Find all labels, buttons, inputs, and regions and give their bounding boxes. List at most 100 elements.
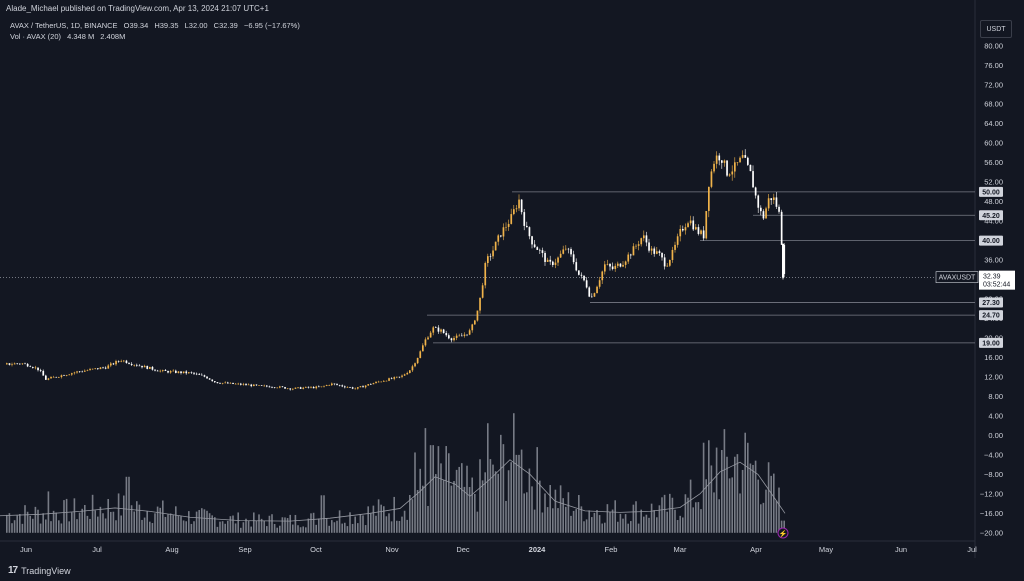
volume-bar xyxy=(409,494,411,533)
volume-bar xyxy=(203,509,206,533)
volume-bar xyxy=(263,520,265,533)
volume-bar xyxy=(71,512,73,533)
volume-bar xyxy=(611,509,614,533)
candle-body xyxy=(195,373,198,375)
candle-body xyxy=(112,363,115,365)
volume-bar xyxy=(385,516,388,533)
volume-bar xyxy=(752,464,754,533)
candle-body xyxy=(715,155,718,164)
candle-body xyxy=(721,160,723,163)
candle-body xyxy=(136,364,138,366)
y-tick-label: 12.00 xyxy=(984,372,1003,381)
volume-bar xyxy=(76,519,78,533)
volume-bar xyxy=(180,516,182,533)
level-tag-label: 19.00 xyxy=(982,340,1000,347)
volume-bar xyxy=(349,512,351,533)
candle-body xyxy=(692,220,695,230)
symbol-legend: AVAX / TetherUS, 1D, BINANCE O39.34 H39.… xyxy=(10,21,304,30)
candle-body xyxy=(367,384,370,386)
candle-body xyxy=(450,338,453,341)
volume-bar xyxy=(34,506,37,533)
candle-body xyxy=(747,157,749,165)
candle-body xyxy=(286,388,289,390)
volume-bar xyxy=(146,511,148,533)
volume-bar xyxy=(6,514,8,533)
candle-body xyxy=(383,380,385,382)
volume-bar xyxy=(255,520,258,533)
candle-body xyxy=(635,245,637,247)
candle-body xyxy=(624,261,627,265)
currency-selector[interactable]: USDT xyxy=(980,20,1012,38)
candle-body xyxy=(273,387,276,388)
candle-body xyxy=(234,383,237,385)
volume-bar xyxy=(406,519,408,533)
volume-bar xyxy=(598,515,601,533)
volume-bar xyxy=(21,523,24,533)
candle-body xyxy=(481,285,484,298)
volume-bar xyxy=(645,514,648,533)
volume-bar xyxy=(156,506,159,533)
y-tick-label: 44.00 xyxy=(984,217,1003,226)
symbol-name[interactable]: AVAX / TetherUS, 1D, BINANCE xyxy=(10,21,118,30)
volume-bar xyxy=(492,464,494,533)
candle-body xyxy=(68,374,71,376)
volume-bar xyxy=(78,512,81,533)
candle-body xyxy=(679,228,682,237)
volume-bar xyxy=(86,515,89,533)
candle-body xyxy=(117,361,120,362)
candle-body xyxy=(596,286,598,294)
candle-body xyxy=(237,383,240,385)
candle-body xyxy=(744,155,747,158)
candle-body xyxy=(242,384,245,385)
volume-bar xyxy=(437,446,440,533)
volume-bar xyxy=(312,512,315,533)
candle-body xyxy=(458,335,461,337)
candle-body xyxy=(125,360,128,364)
candle-body xyxy=(279,386,281,388)
candle-body xyxy=(479,297,481,311)
volume-bar xyxy=(765,489,767,533)
candle-body xyxy=(128,363,130,364)
volume-bar xyxy=(510,462,512,533)
candle-body xyxy=(307,386,310,388)
x-tick-label: Dec xyxy=(456,545,470,554)
candle-body xyxy=(723,160,726,163)
volume-bar xyxy=(710,465,713,533)
volume-bar xyxy=(604,522,606,533)
candle-body xyxy=(674,244,676,250)
candle-body xyxy=(198,373,201,375)
candle-body xyxy=(21,363,24,365)
volume-bar xyxy=(624,514,627,533)
candle-body xyxy=(741,155,744,158)
volume-bar xyxy=(125,476,128,533)
candle-body xyxy=(325,385,328,386)
volume-bar xyxy=(359,514,362,533)
volume-label[interactable]: Vol · AVAX (20) xyxy=(10,32,61,41)
level-tag-label: 45.20 xyxy=(982,213,1000,220)
candle-body xyxy=(292,388,294,390)
candle-body xyxy=(156,370,159,372)
candle-body xyxy=(42,370,45,376)
candle-body xyxy=(702,230,705,239)
volume-bar xyxy=(523,493,525,533)
volume-bar xyxy=(250,526,252,533)
volume-bar xyxy=(549,485,551,533)
candle-body xyxy=(440,329,442,332)
candle-body xyxy=(708,186,710,212)
volume-value: 4.348 M xyxy=(67,32,95,41)
volume-bar xyxy=(193,521,195,533)
volume-bar xyxy=(619,513,622,533)
candle-body xyxy=(253,384,255,387)
price-tag-countdown: 03:52:44 xyxy=(983,282,1010,289)
candle-body xyxy=(502,227,505,237)
candle-body xyxy=(169,371,172,373)
volume-bar xyxy=(479,459,481,533)
candle-body xyxy=(305,386,307,388)
volume-bar xyxy=(617,521,619,533)
candle-body xyxy=(515,208,518,210)
y-tick-label: −4.00 xyxy=(984,450,1003,459)
volume-bar xyxy=(442,479,445,533)
candle-body xyxy=(250,384,253,387)
x-tick-label: Oct xyxy=(310,545,323,554)
